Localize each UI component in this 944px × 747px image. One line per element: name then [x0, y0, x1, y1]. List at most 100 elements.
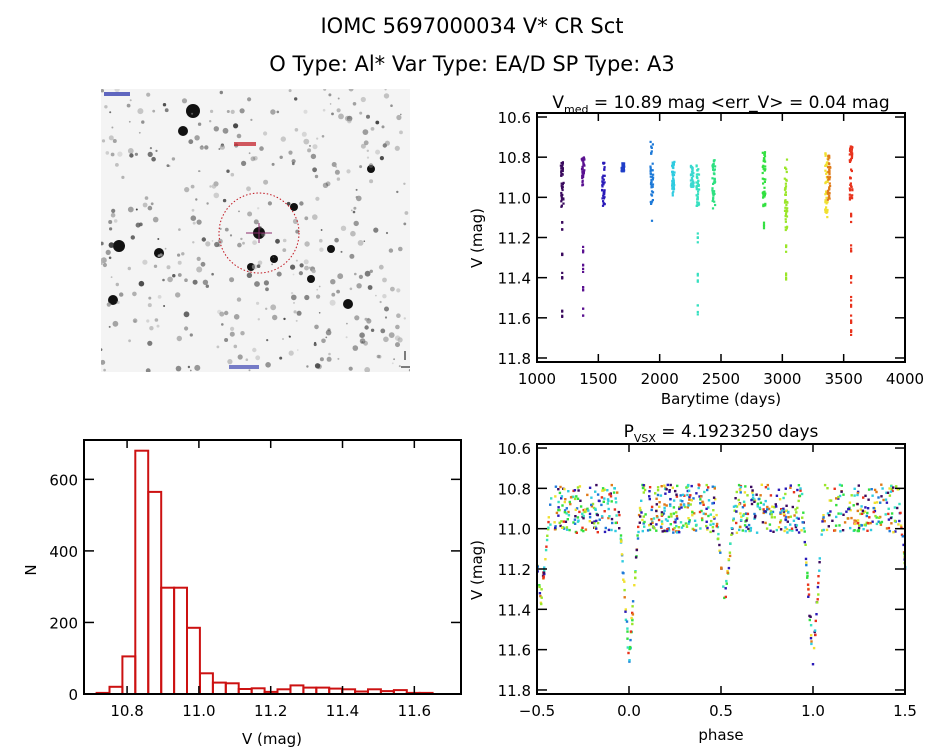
phase-curve-point [877, 496, 880, 499]
star-faint [336, 177, 341, 181]
phase-curve-point [584, 528, 588, 531]
phase-curve-point [833, 529, 837, 532]
star-faint [209, 185, 212, 188]
phase-curve-point [842, 513, 845, 516]
light-curve-point [649, 182, 653, 186]
phase-curve-point [543, 566, 546, 569]
star-faint [159, 253, 163, 257]
phase-curve-point [603, 488, 606, 491]
light-curve-point [652, 173, 655, 176]
light-curve-point [582, 314, 585, 317]
star-faint [108, 325, 111, 328]
phase-curve-point [658, 505, 661, 508]
light-curve-point [603, 202, 606, 205]
phase-curve-point [732, 505, 736, 508]
phase-curve-point [656, 489, 660, 492]
phase-curve-point [600, 515, 604, 518]
light-curve-point [848, 187, 851, 190]
phase-curve-point [729, 542, 732, 545]
star-faint [319, 247, 324, 252]
phase-curve-point [603, 497, 606, 500]
light-curve-point [650, 179, 653, 182]
phase-curve-point [682, 504, 686, 507]
light-curve-point [764, 160, 767, 163]
phase-curve-point [667, 527, 670, 530]
y-tick-label: 10.6 [498, 109, 531, 127]
phase-curve-point [659, 494, 663, 497]
phase-curve-point [621, 571, 624, 574]
phase-curve-point [761, 521, 765, 524]
phase-curve-point [554, 525, 557, 528]
phase-curve-point [538, 584, 541, 587]
light-curve-point [690, 176, 693, 180]
light-curve-point [785, 170, 788, 174]
phase-curve-point [572, 489, 575, 493]
light-curve-point [561, 315, 564, 318]
star-bright [307, 275, 315, 283]
light-curve-point [826, 198, 829, 201]
light-curve-point [622, 163, 625, 166]
star-faint [101, 348, 103, 351]
phase-curve-point [565, 526, 569, 529]
phase-curve-point [623, 588, 626, 592]
star-faint [360, 143, 366, 149]
star-faint [251, 264, 258, 270]
light-curve-point [826, 191, 829, 194]
star-faint [326, 356, 332, 362]
phase-curve-point [653, 527, 656, 530]
star-faint [227, 359, 233, 365]
light-curve-point [672, 174, 675, 177]
phase-curve-point [619, 534, 623, 537]
star-faint [250, 156, 256, 162]
phase-curve-point [757, 497, 760, 501]
phase-curve-point [892, 486, 895, 489]
phase-curve-point [558, 521, 561, 524]
star-faint [370, 127, 375, 131]
star-faint [340, 225, 347, 231]
phase-curve-point [543, 569, 546, 572]
phase-curve-point [727, 558, 730, 561]
phase-curve-point [760, 483, 763, 486]
phase-curve-point [543, 572, 546, 576]
phase-curve-point [822, 514, 825, 517]
light-curve-point [671, 171, 674, 174]
light-curve-point [695, 165, 698, 168]
star-faint [246, 186, 251, 192]
phase-curve-point [590, 505, 594, 508]
light-curve-point [849, 147, 852, 150]
phase-curve-point [784, 492, 787, 496]
phase-curve-point [811, 663, 815, 666]
light-curve-point [825, 180, 828, 183]
star-faint [335, 166, 337, 168]
star-faint [301, 131, 307, 137]
phase-curve-point [651, 525, 655, 528]
star-faint [226, 169, 230, 173]
phase-curve-point [853, 529, 856, 532]
star-faint [403, 317, 406, 320]
light-curve-point [828, 192, 831, 195]
phase-curve-point [666, 528, 669, 531]
light-curve-point [696, 195, 699, 198]
phase-curve-point [771, 505, 774, 508]
phase-curve-point [785, 527, 789, 531]
light-curve-point [696, 310, 699, 314]
star-faint [181, 98, 188, 104]
phase-curve-point [780, 509, 784, 512]
star-faint [196, 256, 201, 261]
star-faint [350, 230, 356, 237]
light-curve-point [649, 167, 652, 170]
star-faint [316, 294, 321, 299]
phase-curve-point [853, 494, 856, 497]
light-curve-point [828, 169, 831, 172]
star-faint [114, 89, 120, 93]
star-faint [184, 278, 188, 282]
light-curve-point [850, 303, 853, 306]
star-faint [190, 215, 197, 221]
star-faint [248, 152, 251, 155]
phase-curve-point [577, 489, 580, 492]
star-faint [291, 294, 297, 301]
phase-curve-point [792, 491, 796, 494]
light-curve-point [762, 223, 766, 226]
phase-curve-point [656, 486, 660, 489]
phase-curve-point [724, 587, 727, 590]
